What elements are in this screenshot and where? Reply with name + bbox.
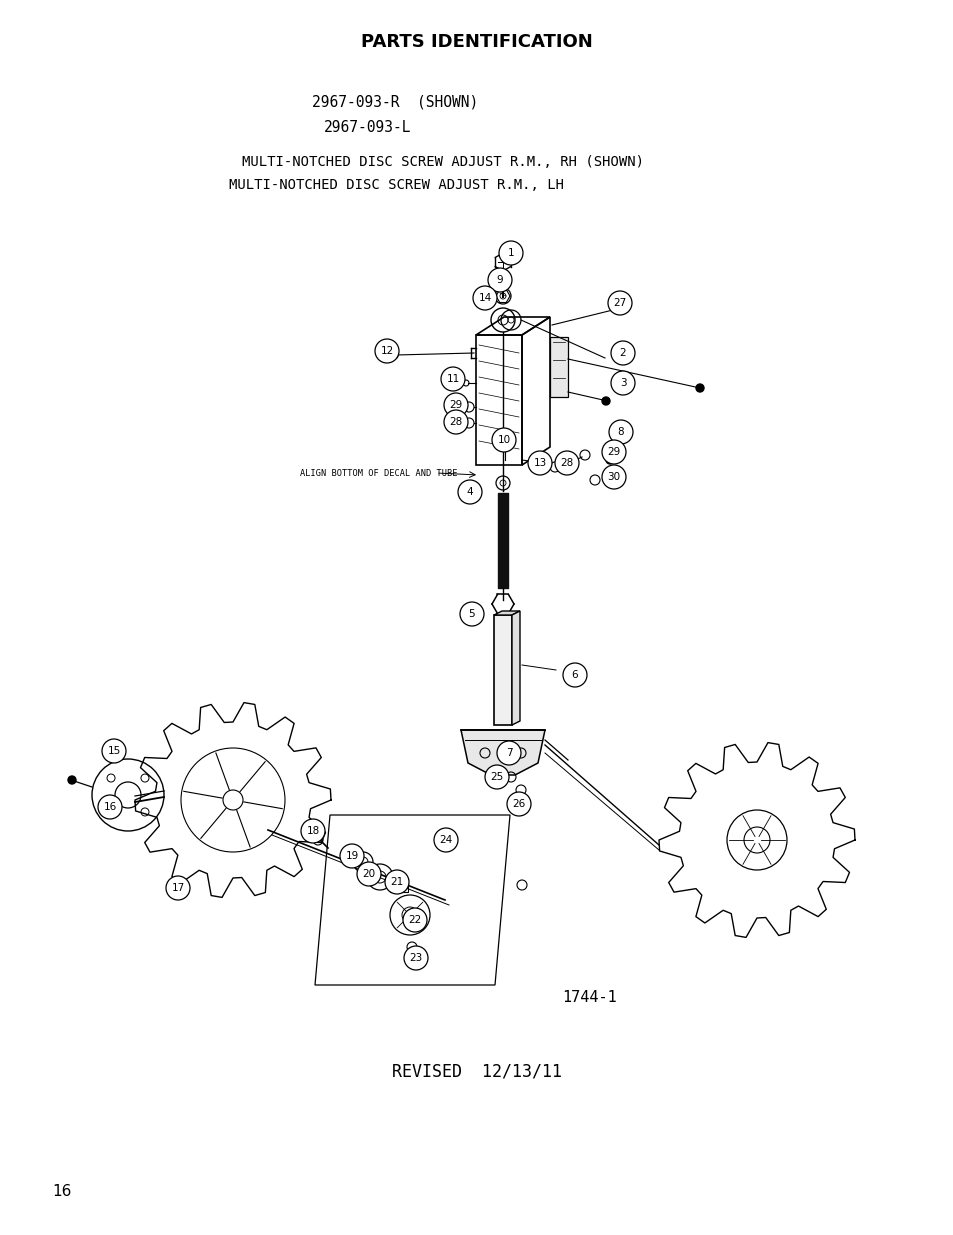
Text: 27: 27 — [613, 298, 626, 308]
Circle shape — [555, 451, 578, 475]
Text: 26: 26 — [512, 799, 525, 809]
Circle shape — [610, 341, 635, 366]
Circle shape — [356, 862, 380, 885]
Text: 21: 21 — [390, 877, 403, 887]
Text: 29: 29 — [449, 400, 462, 410]
Circle shape — [390, 351, 397, 359]
Circle shape — [696, 384, 703, 391]
Text: 17: 17 — [172, 883, 185, 893]
Text: 23: 23 — [409, 953, 422, 963]
Circle shape — [601, 440, 625, 464]
Circle shape — [473, 287, 497, 310]
Text: 2967-093-L: 2967-093-L — [324, 120, 412, 135]
Text: 7: 7 — [505, 748, 512, 758]
Circle shape — [102, 739, 126, 763]
Circle shape — [492, 429, 516, 452]
Text: 19: 19 — [345, 851, 358, 861]
Text: 3: 3 — [619, 378, 626, 388]
Circle shape — [68, 776, 76, 784]
Circle shape — [443, 410, 468, 433]
Circle shape — [484, 764, 509, 789]
Circle shape — [498, 241, 522, 266]
Circle shape — [339, 844, 364, 868]
Circle shape — [601, 396, 609, 405]
Text: ALIGN BOTTOM OF DECAL AND TUBE: ALIGN BOTTOM OF DECAL AND TUBE — [299, 468, 457, 478]
Text: REVISED  12/13/11: REVISED 12/13/11 — [392, 1063, 561, 1081]
Circle shape — [440, 367, 464, 391]
Circle shape — [608, 420, 633, 445]
Circle shape — [166, 876, 190, 900]
Text: 8: 8 — [617, 427, 623, 437]
Polygon shape — [512, 611, 519, 725]
Text: 28: 28 — [559, 458, 573, 468]
Text: 1: 1 — [507, 248, 514, 258]
Text: 29: 29 — [607, 447, 620, 457]
Text: 14: 14 — [477, 293, 491, 303]
Text: 30: 30 — [607, 472, 619, 482]
Circle shape — [601, 466, 625, 489]
Circle shape — [619, 303, 629, 312]
Text: 13: 13 — [533, 458, 546, 468]
Circle shape — [607, 291, 631, 315]
Text: 20: 20 — [362, 869, 375, 879]
Polygon shape — [494, 611, 519, 615]
Circle shape — [375, 338, 398, 363]
Text: 18: 18 — [306, 826, 319, 836]
Bar — [494, 615, 512, 725]
Text: 2967-093-R  (SHOWN): 2967-093-R (SHOWN) — [312, 95, 477, 110]
Text: 22: 22 — [408, 915, 421, 925]
Circle shape — [506, 792, 531, 816]
Circle shape — [610, 370, 635, 395]
Circle shape — [443, 393, 468, 417]
Circle shape — [402, 908, 427, 932]
Bar — [550, 337, 567, 396]
Text: 16: 16 — [52, 1184, 71, 1199]
Circle shape — [403, 946, 428, 969]
Circle shape — [488, 268, 512, 291]
Text: 24: 24 — [439, 835, 452, 845]
Circle shape — [562, 663, 586, 687]
Text: 28: 28 — [449, 417, 462, 427]
Circle shape — [301, 819, 325, 844]
Text: MULTI-NOTCHED DISC SCREW ADJUST R.M., RH (SHOWN): MULTI-NOTCHED DISC SCREW ADJUST R.M., RH… — [242, 156, 643, 169]
Text: 11: 11 — [446, 374, 459, 384]
Polygon shape — [460, 730, 544, 776]
Circle shape — [497, 741, 520, 764]
Text: 25: 25 — [490, 772, 503, 782]
Text: 10: 10 — [497, 435, 510, 445]
Circle shape — [457, 480, 481, 504]
Text: 4: 4 — [466, 487, 473, 496]
Bar — [390, 878, 408, 892]
Text: 9: 9 — [497, 275, 503, 285]
Circle shape — [625, 348, 634, 356]
Circle shape — [434, 827, 457, 852]
Circle shape — [605, 456, 614, 464]
Text: 12: 12 — [380, 346, 394, 356]
Text: 2: 2 — [619, 348, 626, 358]
Text: 5: 5 — [468, 609, 475, 619]
Text: 15: 15 — [108, 746, 120, 756]
Circle shape — [527, 451, 552, 475]
Text: 1744-1: 1744-1 — [562, 990, 617, 1005]
Text: 16: 16 — [103, 802, 116, 811]
Circle shape — [98, 795, 122, 819]
Circle shape — [385, 869, 409, 894]
Text: 6: 6 — [571, 671, 578, 680]
Text: MULTI-NOTCHED DISC SCREW ADJUST R.M., LH: MULTI-NOTCHED DISC SCREW ADJUST R.M., LH — [230, 178, 564, 191]
Text: PARTS IDENTIFICATION: PARTS IDENTIFICATION — [361, 33, 592, 51]
Circle shape — [459, 601, 483, 626]
